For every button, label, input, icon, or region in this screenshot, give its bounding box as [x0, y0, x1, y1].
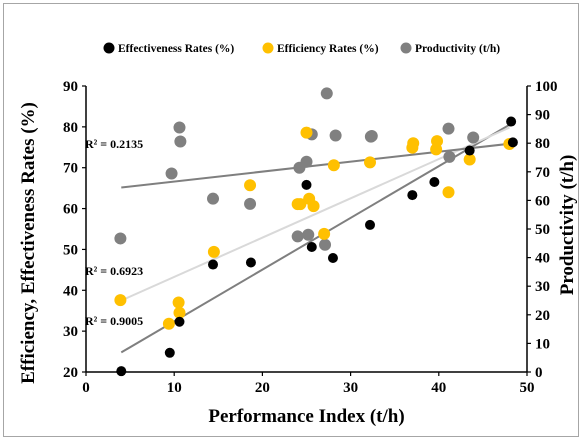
y-left-tick-label: 90 [63, 79, 78, 95]
y-right-tick-label: 80 [535, 136, 550, 152]
x-tick-label: 10 [167, 380, 182, 396]
x-tick-label: 50 [520, 380, 535, 396]
data-point [442, 186, 455, 199]
data-point [319, 238, 332, 251]
data-point [467, 131, 480, 144]
data-point [300, 155, 313, 168]
data-point [320, 87, 333, 100]
data-point [327, 253, 338, 264]
r-squared-label: R² = 0.2135 [85, 137, 143, 151]
data-point [116, 366, 127, 377]
data-point [291, 230, 304, 243]
data-point [306, 241, 317, 252]
data-point [407, 190, 418, 201]
y-right-tick-label: 20 [535, 308, 550, 324]
data-point [174, 135, 187, 148]
data-point [174, 316, 185, 327]
y-right-tick-label: 30 [535, 279, 550, 295]
legend-label: Effectiveness Rates (%) [118, 43, 234, 55]
data-point [327, 159, 340, 172]
data-point [307, 200, 320, 213]
data-point [506, 116, 517, 127]
data-point [164, 347, 175, 358]
y-right-tick-label: 60 [535, 193, 550, 209]
data-point [173, 121, 186, 134]
data-point [431, 135, 444, 148]
data-point [318, 227, 331, 240]
data-point [364, 156, 377, 169]
data-point [301, 179, 312, 190]
x-tick-label: 20 [255, 380, 270, 396]
legend-label: Efficiency Rates (%) [277, 43, 379, 55]
data-point [443, 150, 456, 163]
y-left-tick-label: 70 [63, 161, 78, 177]
data-point [464, 145, 475, 156]
data-point [207, 192, 220, 205]
data-point [294, 198, 307, 211]
data-point [244, 197, 257, 210]
data-point [173, 306, 186, 319]
legend-marker [262, 42, 274, 54]
data-point [114, 294, 127, 307]
data-point [365, 219, 376, 230]
legend-marker [400, 42, 412, 54]
y-left-tick-label: 30 [63, 324, 78, 340]
data-point [329, 129, 342, 142]
y-left-tick-label: 50 [63, 242, 78, 258]
chart-frame [3, 3, 579, 437]
x-tick-label: 40 [431, 380, 446, 396]
data-point [365, 130, 378, 143]
data-point [245, 257, 256, 268]
x-axis-title: Performance Index (t/h) [208, 406, 404, 427]
data-point [207, 245, 220, 258]
y-right-tick-label: 70 [535, 165, 550, 181]
data-point [463, 153, 476, 166]
data-point [172, 296, 185, 309]
data-point [407, 137, 420, 150]
data-point [165, 167, 178, 180]
data-point [208, 259, 219, 270]
y-left-tick-label: 80 [63, 120, 78, 136]
legend-label: Productivity (t/h) [415, 43, 500, 55]
data-point [114, 232, 127, 245]
trendline [120, 123, 510, 354]
y-right-tick-label: 50 [535, 222, 550, 238]
y-left-tick-label: 60 [63, 202, 78, 218]
data-point [300, 126, 313, 139]
y-axis-left-title: Efficiency, Effectiveness Rates (%) [18, 102, 39, 384]
data-point [162, 317, 175, 330]
legend-marker [103, 42, 115, 54]
y-left-tick-label: 40 [63, 283, 78, 299]
y-right-tick-label: 0 [535, 365, 543, 381]
y-right-tick-label: 10 [535, 336, 550, 352]
y-right-tick-label: 40 [535, 251, 550, 267]
y-right-tick-label: 100 [535, 79, 558, 95]
r-squared-label: R² = 0.9005 [85, 314, 143, 328]
y-axis-right-title: Productivity (t/h) [557, 155, 578, 296]
data-point [442, 122, 455, 135]
data-point [429, 177, 440, 188]
x-tick-label: 30 [343, 380, 358, 396]
data-point [302, 228, 315, 241]
data-point [244, 179, 257, 192]
data-point [507, 137, 518, 148]
x-tick-label: 0 [82, 380, 90, 396]
trendline [121, 142, 510, 189]
r-squared-label: R² = 0.6923 [85, 264, 143, 278]
y-left-tick-label: 20 [63, 365, 78, 381]
y-right-tick-label: 90 [535, 108, 550, 124]
